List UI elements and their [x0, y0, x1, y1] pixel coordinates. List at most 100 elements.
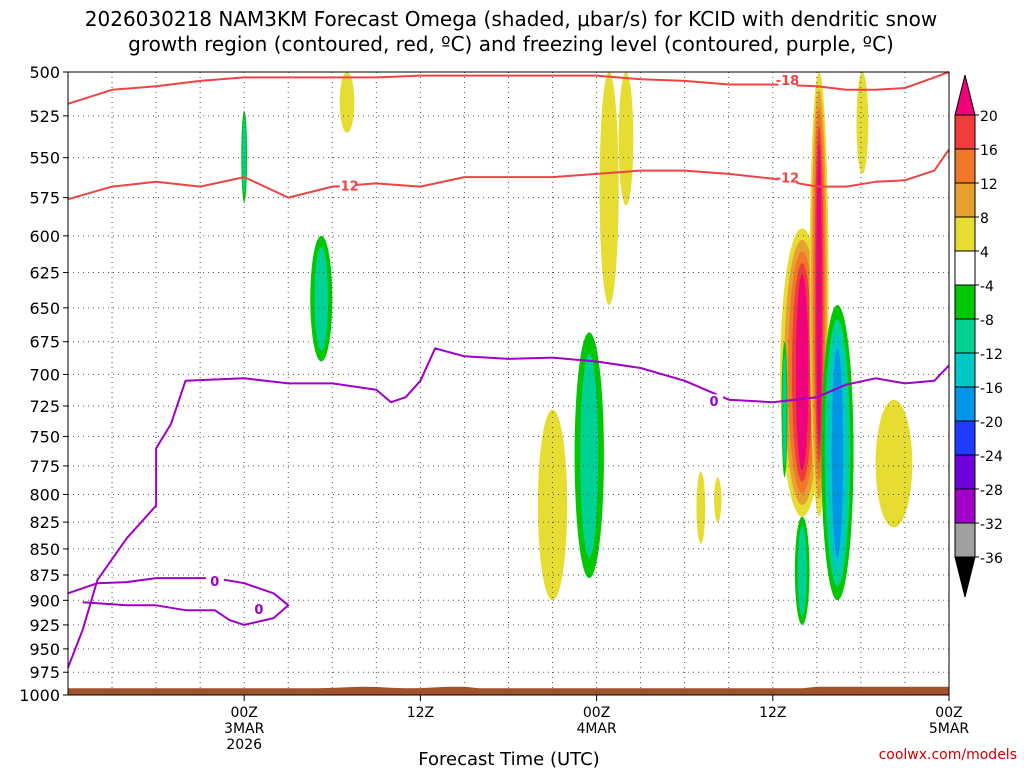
omega-cell-10-level-8 — [782, 353, 787, 466]
contour-line-3 — [67, 347, 950, 668]
y-tick-label-725: 725 — [29, 397, 60, 416]
contour-label-minus12-right-bg — [778, 170, 797, 185]
y-tick-label-900: 900 — [29, 591, 60, 610]
colorbar-label-10: -24 — [980, 449, 1003, 465]
y-tick-label-550: 550 — [29, 149, 60, 168]
colorbar-label-13: -36 — [980, 551, 1003, 567]
x-tick-label-30: 00Z — [583, 705, 610, 721]
y-tick-label-700: 700 — [29, 365, 60, 384]
x-tick-label-54: 00Z — [935, 705, 962, 721]
omega-cell-8-level-4 — [696, 471, 706, 544]
y-tick-label-1000: 1000 — [19, 686, 60, 705]
contour-label-minus18: -18 — [776, 74, 800, 89]
contour-label-zero-upper: 0 — [710, 395, 719, 410]
colorbar-box-4 — [954, 216, 976, 252]
y-tick-label-650: 650 — [29, 299, 60, 318]
colorbar-label-12: -32 — [980, 517, 1003, 533]
contour-layer: -18 -12 -12 0 0 0 — [67, 71, 950, 668]
colorbar-label-6: -8 — [980, 313, 994, 329]
colorbar-box-2 — [954, 148, 976, 184]
x-tick-date-54: 5MAR — [929, 721, 970, 737]
omega-cell-5-level-8 — [580, 353, 599, 557]
credit-text: coolwx.com/models — [879, 747, 1017, 763]
colorbar-label-8: -16 — [980, 381, 1003, 397]
contour-label-minus12-left-bg — [337, 178, 356, 193]
colorbar-box-11 — [954, 454, 976, 490]
x-tick-label-18: 12Z — [407, 705, 434, 721]
colorbar-label-7: -12 — [980, 347, 1003, 363]
y-tick-label-825: 825 — [29, 513, 60, 532]
colorbar-box-12 — [954, 488, 976, 524]
omega-cell-16-level-4 — [714, 477, 722, 523]
colorbar-label-3: 8 — [980, 211, 989, 227]
y-tick-label-925: 925 — [29, 616, 60, 635]
colorbar-box-1 — [954, 114, 976, 150]
y-tick-label-500: 500 — [29, 63, 60, 82]
omega-cell-2-level-8 — [314, 246, 329, 351]
plot-frame — [67, 71, 950, 696]
y-tick-label-875: 875 — [29, 566, 60, 585]
x-tick-date-6: 3MAR — [224, 721, 265, 737]
colorbar-label-11: -28 — [980, 483, 1003, 499]
colorbar-bottom-arrow — [954, 556, 976, 598]
y-tick-label-575: 575 — [29, 189, 60, 208]
contour-line-1 — [67, 71, 950, 105]
colorbar-label-1: 16 — [980, 143, 998, 159]
y-tick-label-800: 800 — [29, 485, 60, 504]
x-tick-label-6: 00Z — [230, 705, 257, 721]
chart-title-line2: growth region (contoured, red, ºC) and f… — [128, 32, 894, 56]
colorbar-top-arrow — [954, 74, 976, 116]
x-tick-year-6: 2026 — [226, 737, 262, 753]
colorbar-box-5 — [954, 250, 976, 286]
colorbar-box-6 — [954, 284, 976, 320]
x-tick-date-30: 4MAR — [576, 721, 617, 737]
contour-line-4 — [67, 577, 290, 626]
contour-line-2 — [67, 148, 950, 201]
omega-cell-1-level-4 — [339, 72, 355, 133]
colorbar-box-3 — [954, 182, 976, 218]
omega-cell-11-level-8 — [797, 526, 807, 616]
y-tick-label-850: 850 — [29, 540, 60, 559]
y-tick-label-975: 975 — [29, 663, 60, 682]
colorbar-box-8 — [954, 352, 976, 388]
omega-cell-4-level-4 — [537, 409, 568, 601]
omega-cell-6-level-4 — [599, 72, 619, 306]
contour-label-minus12-right: -12 — [776, 172, 800, 187]
colorbar: 20 16 12 8 4 -4 -8 -12 -16 -20 -24 -28 -32 -36 — [954, 74, 1003, 598]
y-tick-label-525: 525 — [29, 107, 60, 126]
omega-cell-15-level-4 — [875, 399, 913, 528]
chart-title-line1: 2026030218 NAM3KM Forecast Omega (shaded… — [85, 7, 937, 31]
omega-cell-13-level-16 — [831, 348, 844, 557]
colorbar-label-9: -20 — [980, 415, 1003, 431]
y-tick-label-600: 600 — [29, 227, 60, 246]
omega-cell-9-level-20 — [795, 274, 809, 471]
omega-cell-12-level-20 — [816, 143, 822, 446]
contour-label-minus12-left: -12 — [335, 180, 359, 195]
colorbar-label-2: 12 — [980, 177, 998, 193]
colorbar-label-4: 4 — [980, 245, 989, 261]
y-tick-label-625: 625 — [29, 264, 60, 283]
omega-cell-14-level-4 — [856, 72, 869, 174]
colorbar-box-13 — [954, 522, 976, 558]
omega-cell-3-level-8 — [242, 118, 247, 195]
x-axis-label: Forecast Time (UTC) — [418, 749, 599, 768]
contour-label-minus18-bg — [778, 72, 797, 87]
contour-label-zero-left: 0 — [210, 575, 219, 590]
x-tick-label-42: 12Z — [759, 705, 786, 721]
colorbar-box-10 — [954, 420, 976, 456]
contour-label-zero-left-bg — [205, 574, 224, 589]
y-tick-label-950: 950 — [29, 640, 60, 659]
colorbar-label-5: -4 — [980, 279, 994, 295]
contour-label-zero-upper-bg — [705, 394, 724, 409]
colorbar-box-7 — [954, 318, 976, 354]
colorbar-box-9 — [954, 386, 976, 422]
contour-label-zero-lower-bg — [249, 602, 268, 617]
colorbar-label-0: 20 — [980, 109, 998, 125]
y-tick-label-750: 750 — [29, 427, 60, 446]
y-tick-label-775: 775 — [29, 457, 60, 476]
y-axis-ticks: 500 525 550 575 600 625 650 675 700 725 750 775 800 8… — [19, 63, 68, 705]
contour-label-zero-lower: 0 — [254, 603, 263, 618]
y-tick-label-675: 675 — [29, 333, 60, 352]
